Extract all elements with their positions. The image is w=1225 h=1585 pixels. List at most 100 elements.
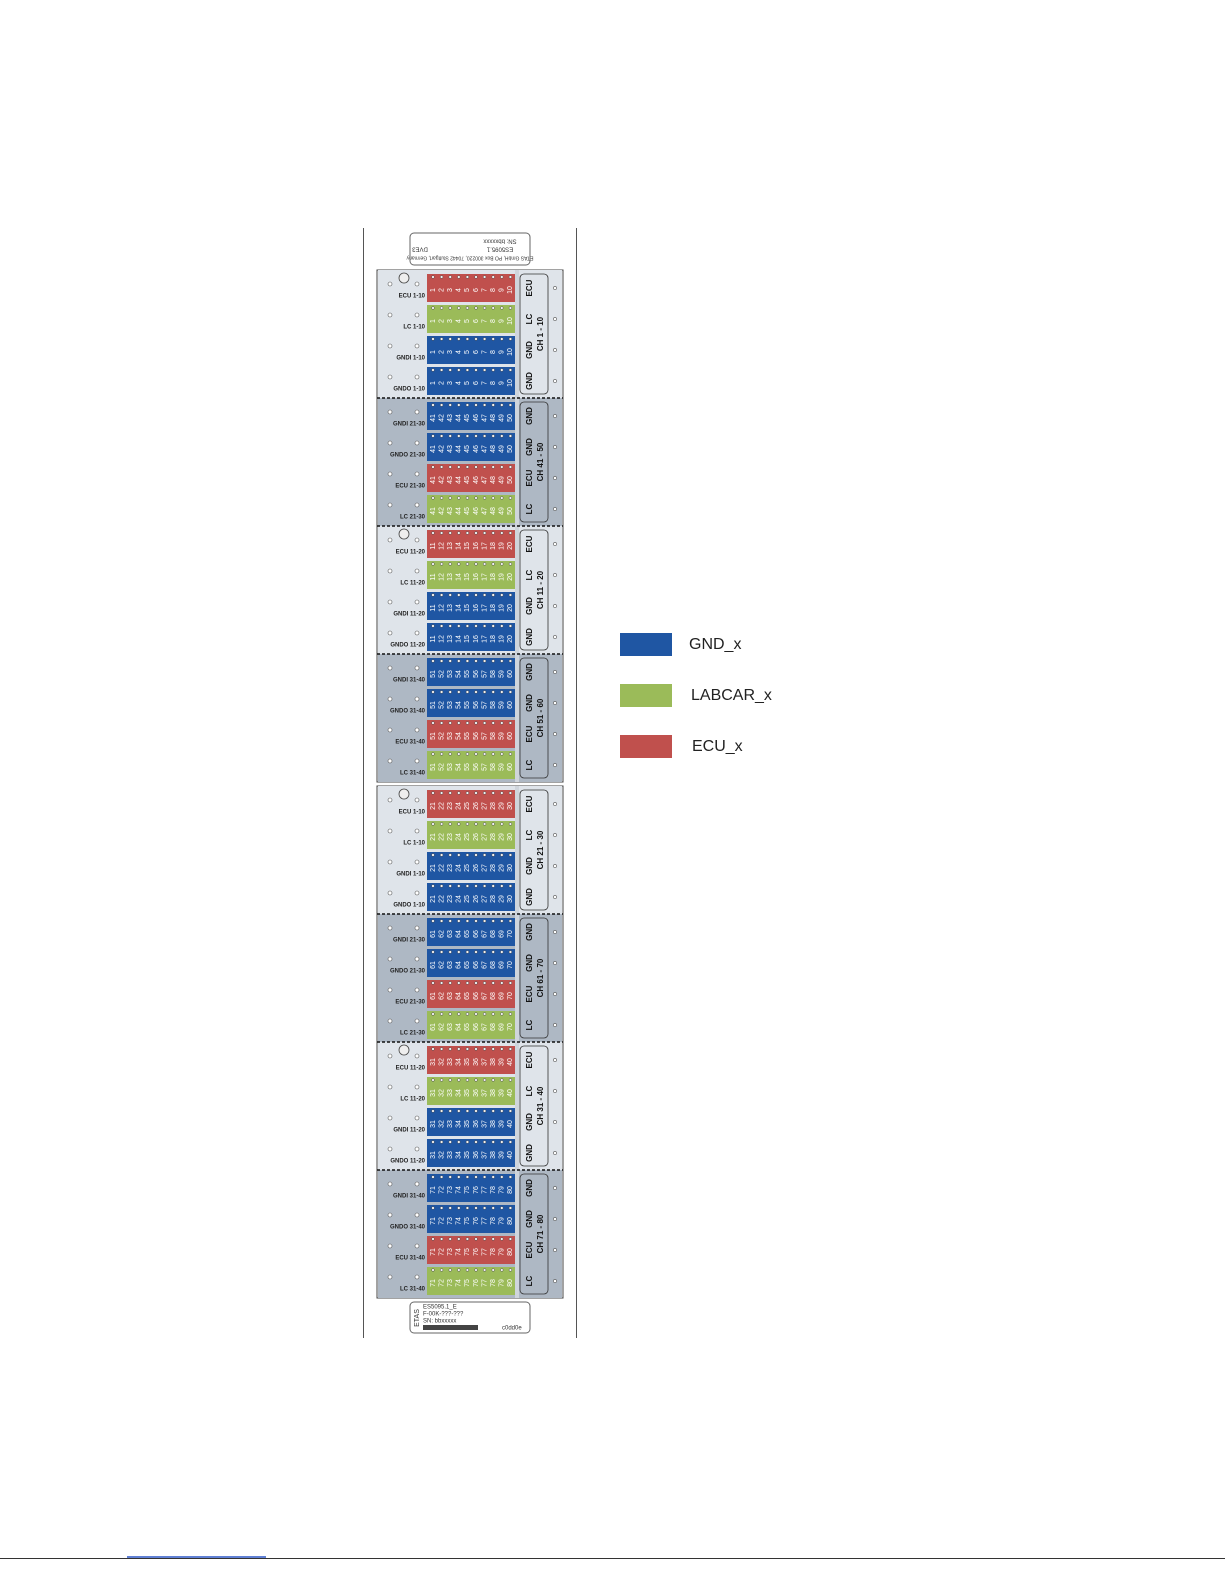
pin-hole [491, 950, 495, 954]
pin-hole [474, 403, 478, 407]
pin-hole [491, 337, 495, 341]
pin-hole [457, 306, 461, 310]
pin-hole [483, 791, 487, 795]
pin-hole [491, 752, 495, 756]
row-side-label: LC 21-30 [400, 1031, 426, 1037]
connector-strip [515, 526, 519, 654]
pin-number: 5 [464, 319, 471, 323]
pin-hole [465, 1078, 469, 1082]
pin-hole [508, 306, 512, 310]
pin-number: 70 [507, 992, 514, 1000]
pin-number: 30 [507, 833, 514, 841]
pin-number: 55 [464, 732, 471, 740]
pin-number: 53 [447, 670, 454, 678]
pin-number: 45 [464, 507, 471, 515]
terminal-row [427, 790, 515, 818]
pin-hole [483, 368, 487, 372]
pin-number: 65 [464, 930, 471, 938]
pin-hole [457, 1078, 461, 1082]
pin-number: 10 [507, 317, 514, 325]
pin-number: 8 [490, 350, 497, 354]
pin-hole [474, 791, 478, 795]
pin-hole [448, 721, 452, 725]
hole [553, 763, 557, 767]
pin-number: 45 [464, 476, 471, 484]
hole [553, 701, 557, 705]
pin-hole [431, 624, 435, 628]
pin-number: 74 [456, 1186, 463, 1194]
pin-hole [465, 1012, 469, 1016]
pin-number: 78 [490, 1279, 497, 1287]
pin-hole [491, 1012, 495, 1016]
pin-number: 31 [430, 1120, 437, 1128]
hole [414, 1084, 420, 1090]
hole [387, 312, 393, 318]
pin-number: 52 [438, 670, 445, 678]
pin-number: 43 [447, 414, 454, 422]
pin-hole [440, 690, 444, 694]
hole [414, 1146, 420, 1152]
top-label-box [409, 232, 531, 266]
pin-number: 65 [464, 992, 471, 1000]
pin-number: 64 [456, 1023, 463, 1031]
pin-hole [474, 822, 478, 826]
pin-hole [465, 721, 469, 725]
pin-hole [491, 465, 495, 469]
hole [553, 670, 557, 674]
pin-hole [457, 884, 461, 888]
pin-number: 23 [447, 895, 454, 903]
pin-hole [500, 337, 504, 341]
pin-hole [474, 465, 478, 469]
row-label: GND [525, 341, 534, 359]
pin-hole [448, 531, 452, 535]
pin-hole [448, 659, 452, 663]
pin-number: 64 [456, 992, 463, 1000]
pin-number: 30 [507, 864, 514, 872]
hole [387, 502, 393, 508]
top-label-text: ETAS GmbH, PO Box 300220, 70442 Stuttgar… [406, 237, 533, 260]
pin-number: 66 [473, 992, 480, 1000]
pin-number: 61 [430, 961, 437, 969]
pin-number: 50 [507, 414, 514, 422]
pin-hole [474, 1268, 478, 1272]
pin-hole [431, 593, 435, 597]
pin-number: 49 [499, 476, 506, 484]
row-label: GND [525, 954, 534, 972]
terminal-row [427, 464, 515, 492]
pin-hole [508, 593, 512, 597]
pin-hole [431, 1140, 435, 1144]
hole [553, 1023, 557, 1027]
pin-hole [448, 624, 452, 628]
pin-number: 2 [438, 350, 445, 354]
pin-hole [508, 465, 512, 469]
pin-hole [448, 1047, 452, 1051]
pin-number: 19 [499, 542, 506, 550]
pin-hole [483, 593, 487, 597]
pin-hole [440, 853, 444, 857]
pin-number: 26 [473, 802, 480, 810]
pin-hole [500, 1268, 504, 1272]
pin-hole [474, 306, 478, 310]
pin-number: 80 [507, 1248, 514, 1256]
pin-hole [457, 531, 461, 535]
pin-number: 4 [456, 319, 463, 323]
pin-hole [500, 465, 504, 469]
row-side-label: LC 11-20 [400, 1097, 425, 1103]
channel-label-box [519, 529, 549, 651]
row-side-label: GNDO 1-10 [393, 903, 425, 909]
pin-hole [440, 1268, 444, 1272]
hole [553, 961, 557, 965]
pin-number: 68 [490, 992, 497, 1000]
pin-number: 80 [507, 1217, 514, 1225]
pin-hole [508, 721, 512, 725]
row-side-label: GNDO 31-40 [390, 709, 426, 715]
row-side-label: LC 1-10 [403, 325, 425, 331]
pin-hole [448, 1140, 452, 1144]
channel-label-box [519, 401, 549, 523]
pin-number: 74 [456, 1248, 463, 1256]
pin-number: 38 [490, 1120, 497, 1128]
pin-hole [474, 593, 478, 597]
row-label: ECU [525, 535, 534, 552]
hole [387, 1181, 393, 1187]
pin-number: 31 [430, 1058, 437, 1066]
